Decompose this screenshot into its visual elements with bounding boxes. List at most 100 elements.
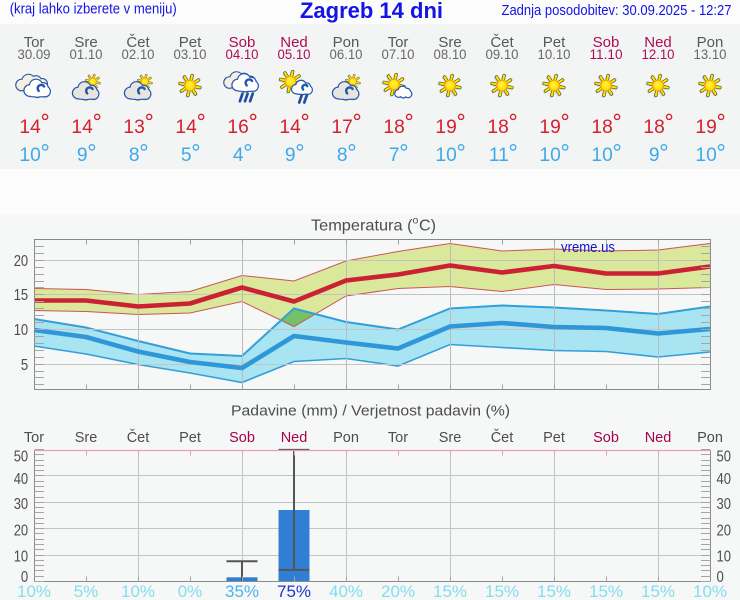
- svg-text:5: 5: [181, 145, 192, 166]
- svg-text:03.10: 03.10: [174, 47, 207, 62]
- svg-text:Temperatura (: Temperatura (: [311, 218, 413, 235]
- svg-text:10: 10: [539, 145, 560, 166]
- svg-text:Sob: Sob: [229, 34, 256, 51]
- svg-text:10: 10: [14, 549, 29, 566]
- svg-text:5: 5: [21, 357, 28, 374]
- svg-text:50: 50: [14, 449, 29, 466]
- svg-text:Zagreb 14 dni: Zagreb 14 dni: [300, 0, 443, 23]
- svg-text:20: 20: [14, 253, 29, 270]
- svg-text:30: 30: [717, 496, 732, 513]
- svg-text:13: 13: [123, 117, 144, 138]
- svg-text:20: 20: [717, 523, 732, 540]
- svg-text:Sre: Sre: [438, 34, 461, 51]
- svg-text:15: 15: [14, 287, 29, 304]
- svg-text:Ned: Ned: [281, 430, 308, 446]
- svg-text:75%: 75%: [277, 582, 311, 600]
- svg-text:06.10: 06.10: [330, 47, 363, 62]
- svg-text:Sob: Sob: [593, 34, 620, 51]
- svg-text:Čet: Čet: [491, 429, 514, 446]
- svg-text:Čet: Čet: [490, 34, 514, 51]
- svg-text:Ned: Ned: [644, 34, 672, 51]
- svg-text:50: 50: [717, 449, 732, 466]
- svg-text:15%: 15%: [433, 582, 467, 600]
- svg-text:Sre: Sre: [74, 34, 97, 51]
- svg-text:20%: 20%: [381, 582, 415, 600]
- svg-text:Sob: Sob: [229, 430, 255, 446]
- svg-text:Čet: Čet: [126, 34, 150, 51]
- svg-text:10%: 10%: [17, 582, 51, 600]
- svg-text:08.10: 08.10: [434, 47, 467, 62]
- svg-text:Sob: Sob: [593, 430, 619, 446]
- svg-text:4: 4: [233, 145, 244, 166]
- svg-text:(kraj lahko izberete v meniju): (kraj lahko izberete v meniju): [10, 1, 177, 18]
- svg-text:11.10: 11.10: [590, 47, 623, 62]
- svg-text:14: 14: [175, 117, 197, 138]
- svg-text:30.09: 30.09: [18, 47, 51, 62]
- svg-text:15%: 15%: [537, 582, 571, 600]
- svg-text:01.10: 01.10: [70, 47, 103, 62]
- svg-text:Pet: Pet: [543, 430, 565, 446]
- svg-text:19: 19: [539, 117, 560, 138]
- svg-text:0: 0: [21, 569, 29, 586]
- svg-text:9: 9: [649, 145, 660, 166]
- svg-text:09.10: 09.10: [486, 47, 519, 62]
- svg-text:30: 30: [14, 496, 29, 513]
- svg-text:40: 40: [717, 471, 732, 488]
- svg-text:05.10: 05.10: [278, 47, 311, 62]
- svg-text:16: 16: [227, 117, 248, 138]
- svg-text:18: 18: [591, 117, 612, 138]
- svg-text:Tor: Tor: [388, 430, 408, 446]
- svg-text:15%: 15%: [589, 582, 623, 600]
- svg-text:18: 18: [383, 117, 404, 138]
- svg-text:18: 18: [487, 117, 508, 138]
- svg-text:Pon: Pon: [697, 34, 724, 51]
- svg-text:vreme.us: vreme.us: [561, 239, 615, 256]
- svg-text:Pon: Pon: [333, 34, 360, 51]
- svg-text:8: 8: [129, 145, 140, 166]
- svg-text:Pet: Pet: [179, 34, 202, 51]
- svg-text:10%: 10%: [693, 582, 727, 600]
- svg-text:Tor: Tor: [388, 34, 409, 51]
- svg-text:18: 18: [643, 117, 664, 138]
- svg-text:Čet: Čet: [127, 429, 150, 446]
- svg-text:17: 17: [331, 117, 352, 138]
- svg-text:Pon: Pon: [697, 430, 723, 446]
- svg-text:C): C): [419, 218, 436, 235]
- svg-text:35%: 35%: [225, 582, 259, 600]
- svg-text:9: 9: [285, 145, 296, 166]
- svg-text:Tor: Tor: [24, 34, 45, 51]
- svg-text:12.10: 12.10: [642, 47, 675, 62]
- svg-text:7: 7: [389, 145, 400, 166]
- svg-text:Zadnja posodobitev: 30.09.2025: Zadnja posodobitev: 30.09.2025 - 12:27: [502, 2, 732, 19]
- svg-text:19: 19: [695, 117, 716, 138]
- svg-text:07.10: 07.10: [382, 47, 415, 62]
- svg-text:15%: 15%: [641, 582, 675, 600]
- svg-text:14: 14: [279, 117, 301, 138]
- svg-text:13.10: 13.10: [694, 47, 727, 62]
- svg-text:Sre: Sre: [75, 430, 98, 446]
- svg-text:40: 40: [14, 471, 29, 488]
- svg-text:14: 14: [71, 117, 93, 138]
- svg-text:10%: 10%: [121, 582, 155, 600]
- svg-text:14: 14: [19, 117, 41, 138]
- svg-text:19: 19: [435, 117, 456, 138]
- svg-text:0%: 0%: [178, 582, 203, 600]
- svg-text:o: o: [413, 215, 419, 227]
- svg-text:10: 10: [717, 549, 732, 566]
- svg-text:10: 10: [19, 145, 40, 166]
- svg-text:Ned: Ned: [645, 430, 672, 446]
- svg-text:Sre: Sre: [439, 430, 462, 446]
- svg-text:Ned: Ned: [280, 34, 308, 51]
- svg-text:9: 9: [77, 145, 88, 166]
- svg-text:8: 8: [337, 145, 348, 166]
- svg-text:Pet: Pet: [543, 34, 566, 51]
- svg-text:5%: 5%: [74, 582, 99, 600]
- svg-text:10.10: 10.10: [538, 47, 571, 62]
- svg-text:Tor: Tor: [24, 430, 44, 446]
- svg-text:Pet: Pet: [179, 430, 201, 446]
- svg-text:10: 10: [435, 145, 456, 166]
- svg-text:20: 20: [14, 523, 29, 540]
- svg-text:40%: 40%: [329, 582, 363, 600]
- svg-text:Pon: Pon: [333, 430, 359, 446]
- svg-text:10: 10: [695, 145, 716, 166]
